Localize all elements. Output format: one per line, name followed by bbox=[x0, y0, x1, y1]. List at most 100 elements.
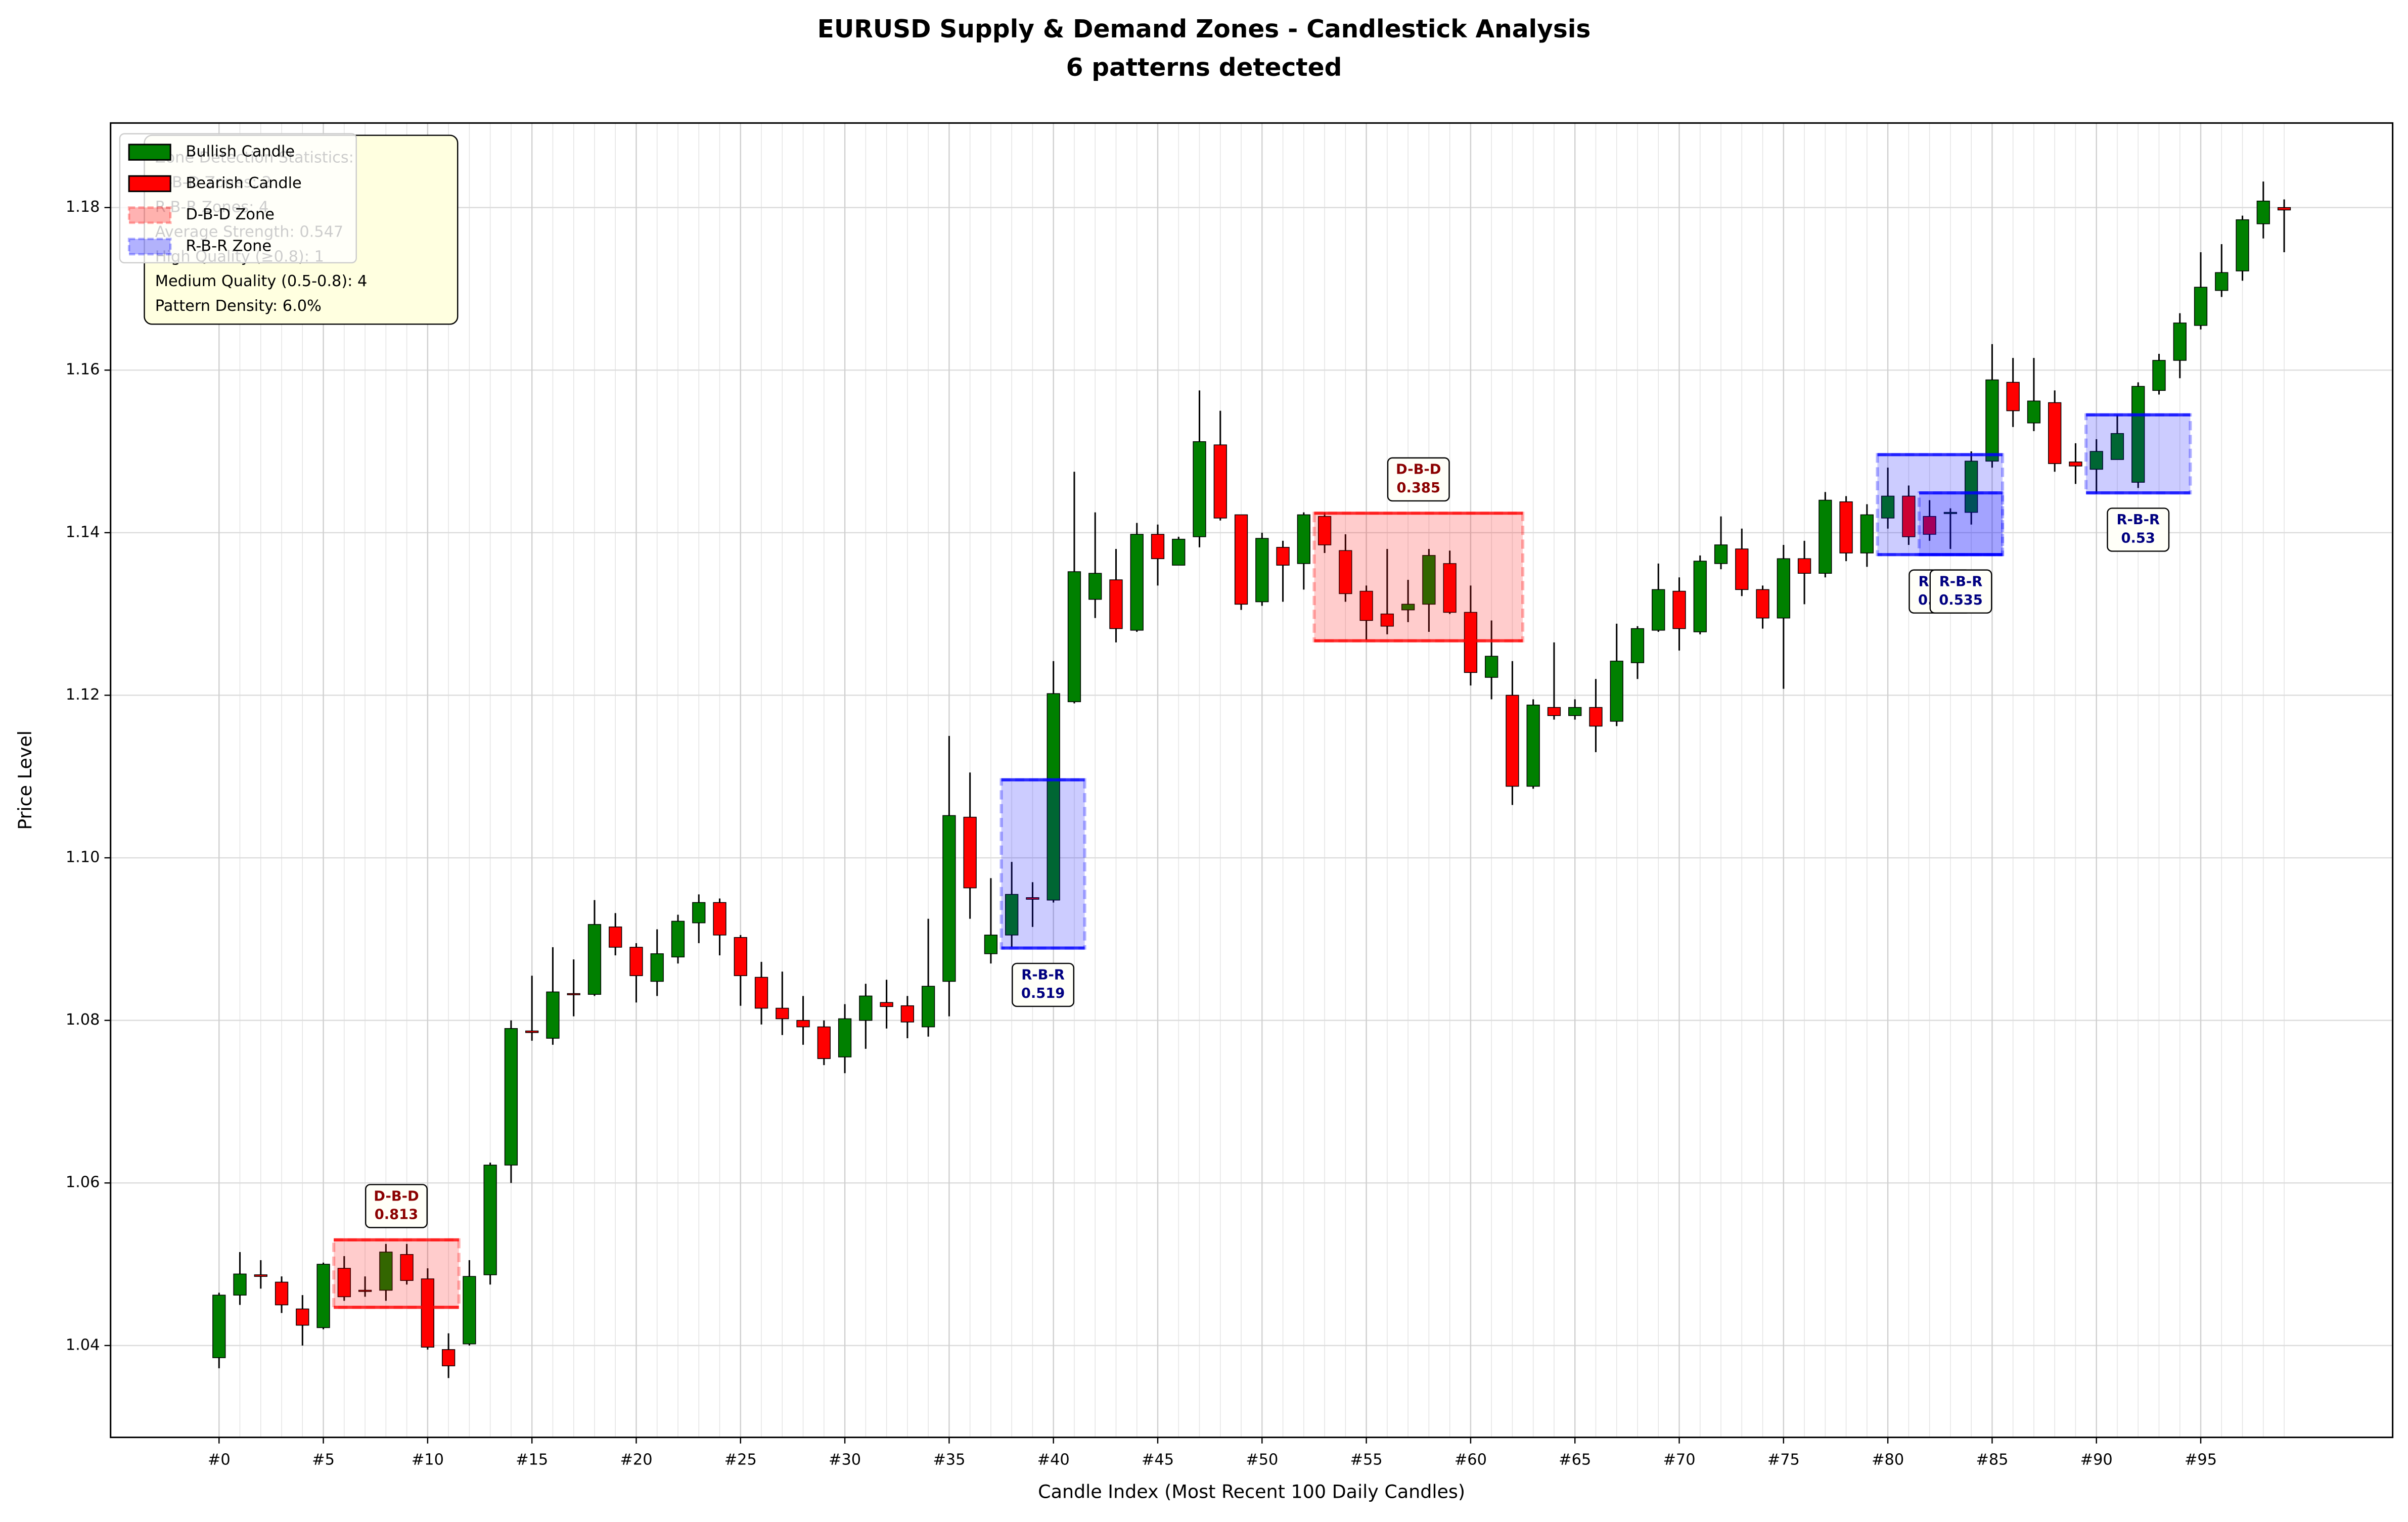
candle-body bbox=[1276, 547, 1290, 566]
y-tick-label: 1.10 bbox=[66, 849, 100, 866]
zone-label-box bbox=[1387, 457, 1450, 502]
candle-body bbox=[275, 1281, 289, 1306]
zone-label-box bbox=[2107, 508, 2170, 552]
zone-label: D-B-D 0.385 bbox=[1387, 457, 1450, 502]
candle-body bbox=[587, 924, 602, 995]
candle-body bbox=[1005, 894, 1019, 936]
zone bbox=[332, 1238, 461, 1309]
stats-line: Pattern Density: 6.0% bbox=[155, 297, 322, 315]
candle-body bbox=[650, 953, 664, 982]
candle-body bbox=[2277, 207, 2291, 211]
candle-body bbox=[1943, 512, 1958, 514]
legend-label: Bearish Candle bbox=[186, 174, 302, 192]
x-tick-label: #0 bbox=[208, 1451, 231, 1469]
y-tick-label: 1.12 bbox=[66, 686, 100, 704]
candle-body bbox=[629, 947, 643, 976]
candle-body bbox=[1839, 501, 1853, 554]
candle-body bbox=[1088, 573, 1102, 600]
candle-body bbox=[1652, 589, 1665, 631]
candle-body bbox=[796, 1020, 810, 1028]
candle-body bbox=[1735, 548, 1749, 590]
candle-body bbox=[463, 1276, 476, 1345]
legend-label: Bullish Candle bbox=[186, 143, 295, 161]
zone-strength: 0.385 bbox=[1397, 480, 1440, 496]
x-tick-label: #70 bbox=[1663, 1451, 1695, 1469]
zone-strength: 0.519 bbox=[1021, 986, 1065, 1001]
x-tick-label: #30 bbox=[829, 1451, 861, 1469]
candle-body bbox=[358, 1289, 372, 1292]
candle-body bbox=[1401, 604, 1415, 611]
zone-label: R-B-R 0.535 bbox=[1929, 569, 1992, 614]
candle-body bbox=[1630, 628, 1645, 663]
x-tick-label: #90 bbox=[2080, 1451, 2113, 1469]
candle-body bbox=[1317, 516, 1332, 545]
candle-body bbox=[2089, 451, 2103, 470]
zone bbox=[1312, 512, 1525, 642]
y-tick-label: 1.14 bbox=[66, 523, 100, 541]
y-tick-label: 1.16 bbox=[66, 361, 100, 379]
candle-body bbox=[567, 993, 580, 995]
zone-strength: 0.53 bbox=[2121, 531, 2155, 546]
zone-strength: 0.535 bbox=[1939, 592, 1982, 608]
candle-body bbox=[1881, 495, 1895, 519]
legend-label: D-B-D Zone bbox=[186, 206, 275, 223]
candle-body bbox=[296, 1308, 309, 1326]
candle-body bbox=[1130, 534, 1144, 631]
candle-body bbox=[1339, 550, 1352, 594]
candle-body bbox=[337, 1268, 351, 1298]
candle-body bbox=[1923, 516, 1936, 535]
candle-body bbox=[379, 1252, 393, 1291]
candle-body bbox=[1777, 558, 1790, 619]
candle-body bbox=[1193, 441, 1206, 537]
zone-label: R-B-R 0.519 bbox=[1012, 962, 1075, 1007]
candle-body bbox=[963, 816, 977, 889]
candle-body bbox=[1797, 558, 1811, 574]
candle-body bbox=[316, 1264, 330, 1328]
x-tick-label: #10 bbox=[412, 1451, 444, 1469]
candle-body bbox=[1589, 707, 1603, 727]
y-tick-label: 1.08 bbox=[66, 1011, 100, 1029]
x-tick-label: #40 bbox=[1037, 1451, 1070, 1469]
candle-body bbox=[400, 1254, 414, 1281]
legend-box bbox=[119, 133, 357, 264]
candle-body bbox=[254, 1274, 267, 1277]
zone-label-box bbox=[365, 1184, 428, 1228]
candle-body bbox=[1693, 561, 1707, 632]
y-tick-label: 1.06 bbox=[66, 1174, 100, 1191]
legend-swatch bbox=[128, 144, 171, 161]
candle-body bbox=[1443, 563, 1457, 613]
x-tick-label: #75 bbox=[1767, 1451, 1800, 1469]
x-tick-label: #45 bbox=[1142, 1451, 1174, 1469]
x-axis-label: Candle Index (Most Recent 100 Daily Cand… bbox=[1038, 1481, 1465, 1502]
candle-body bbox=[1172, 538, 1186, 566]
candle-body bbox=[880, 1002, 893, 1007]
x-tick-label: #50 bbox=[1246, 1451, 1278, 1469]
candle-body bbox=[1485, 656, 1498, 678]
candle-body bbox=[1526, 704, 1540, 787]
candle-body bbox=[900, 1005, 915, 1023]
candle-body bbox=[1819, 499, 1832, 574]
candle-body bbox=[1067, 571, 1081, 703]
candle-body bbox=[609, 926, 622, 948]
candle-body bbox=[1464, 612, 1478, 673]
candle-body bbox=[1380, 613, 1394, 627]
candle-body bbox=[2027, 400, 2041, 424]
candle-body bbox=[212, 1295, 226, 1358]
candle-body bbox=[1109, 579, 1123, 629]
candle-body bbox=[671, 920, 685, 957]
candle-body bbox=[2152, 360, 2166, 391]
candle-body bbox=[942, 815, 956, 982]
zone-pattern: R-B-R bbox=[2116, 512, 2160, 528]
x-tick-label: #20 bbox=[620, 1451, 652, 1469]
stats-line: Medium Quality (0.5-0.8): 4 bbox=[155, 272, 368, 290]
chart-subtitle: 6 patterns detected bbox=[1066, 54, 1342, 82]
candle-body bbox=[2048, 402, 2062, 464]
candle-body bbox=[1985, 379, 1999, 462]
candle-body bbox=[1234, 514, 1248, 605]
candle-body bbox=[1860, 514, 1874, 554]
candle-body bbox=[921, 986, 935, 1028]
candle-body bbox=[1359, 590, 1373, 621]
candle-body bbox=[2110, 433, 2124, 460]
y-tick-label: 1.04 bbox=[66, 1336, 100, 1354]
